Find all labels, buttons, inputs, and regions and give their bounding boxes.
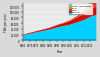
- Legend: Other renewables, Solar, Wind, Biofuels, Hydropower: Other renewables, Solar, Wind, Biofuels,…: [68, 4, 93, 16]
- X-axis label: Year: Year: [56, 49, 62, 53]
- Y-axis label: TWh per year: TWh per year: [4, 13, 8, 32]
